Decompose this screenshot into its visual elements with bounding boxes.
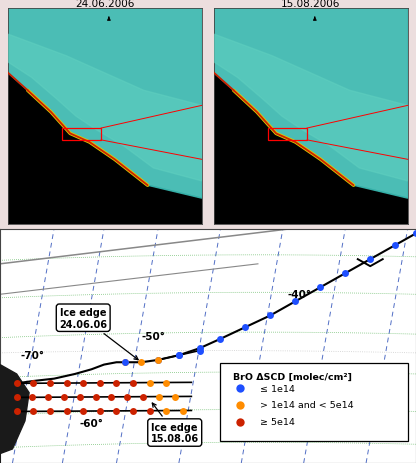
Polygon shape [8,74,202,225]
Bar [268,129,307,141]
Polygon shape [214,74,408,225]
Polygon shape [214,9,408,199]
Text: BrO ΔSCD [molec/cm²]: BrO ΔSCD [molec/cm²] [233,372,352,381]
Polygon shape [0,365,29,463]
Polygon shape [8,35,202,181]
Title: 24.06.2006: 24.06.2006 [75,0,135,8]
Text: -60°: -60° [79,418,104,428]
Text: ≤ 1e14: ≤ 1e14 [260,384,295,393]
Text: Ice edge
15.08.06: Ice edge 15.08.06 [151,403,199,444]
Text: Ice edge
24.06.06: Ice edge 24.06.06 [59,307,138,360]
Polygon shape [214,35,408,181]
Text: -50°: -50° [142,332,166,342]
Text: ≥ 5e14: ≥ 5e14 [260,417,295,426]
Text: -70°: -70° [21,350,45,360]
Bar [62,129,101,141]
FancyBboxPatch shape [220,363,408,441]
Title: 15.08.2006: 15.08.2006 [281,0,341,8]
Text: -40°: -40° [287,290,312,300]
Text: > 1e14 and < 5e14: > 1e14 and < 5e14 [260,400,354,409]
Polygon shape [8,9,202,199]
